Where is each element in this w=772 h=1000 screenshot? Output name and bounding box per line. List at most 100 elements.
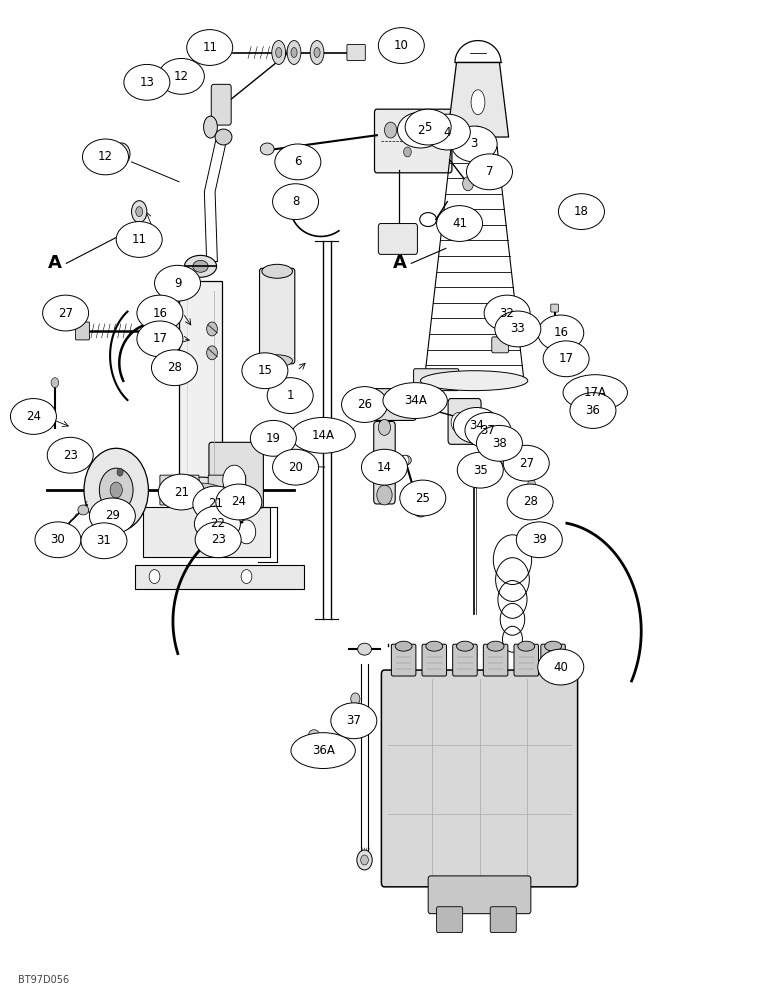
- Ellipse shape: [193, 260, 208, 272]
- Ellipse shape: [117, 222, 162, 257]
- Circle shape: [404, 147, 411, 157]
- Text: 26: 26: [357, 398, 372, 411]
- Circle shape: [237, 520, 256, 544]
- FancyBboxPatch shape: [422, 644, 446, 676]
- Ellipse shape: [267, 378, 313, 413]
- Ellipse shape: [260, 143, 274, 155]
- Circle shape: [223, 465, 245, 495]
- FancyBboxPatch shape: [483, 644, 508, 676]
- Ellipse shape: [195, 506, 240, 542]
- Ellipse shape: [187, 30, 232, 65]
- Ellipse shape: [453, 408, 499, 443]
- Ellipse shape: [193, 486, 239, 522]
- Ellipse shape: [331, 703, 377, 739]
- Text: 41: 41: [452, 217, 467, 230]
- Ellipse shape: [178, 483, 224, 501]
- FancyBboxPatch shape: [496, 318, 503, 330]
- Ellipse shape: [124, 64, 170, 100]
- Text: 37: 37: [480, 424, 496, 437]
- FancyBboxPatch shape: [452, 644, 477, 676]
- Text: 2: 2: [417, 124, 425, 137]
- Circle shape: [55, 525, 66, 539]
- Circle shape: [371, 395, 386, 414]
- Polygon shape: [143, 507, 269, 557]
- Ellipse shape: [516, 522, 562, 558]
- Text: 27: 27: [58, 307, 73, 320]
- FancyBboxPatch shape: [235, 475, 245, 505]
- Ellipse shape: [421, 371, 528, 391]
- Text: 21: 21: [174, 486, 189, 499]
- Text: 17A: 17A: [584, 386, 607, 399]
- Ellipse shape: [185, 255, 217, 277]
- FancyBboxPatch shape: [160, 475, 175, 505]
- Text: 18: 18: [574, 205, 589, 218]
- Ellipse shape: [131, 201, 147, 223]
- Text: 1: 1: [286, 389, 294, 402]
- FancyBboxPatch shape: [391, 644, 416, 676]
- Ellipse shape: [158, 474, 205, 510]
- Ellipse shape: [484, 295, 530, 331]
- Ellipse shape: [405, 109, 451, 145]
- Circle shape: [110, 482, 122, 498]
- Ellipse shape: [137, 321, 183, 357]
- Text: 27: 27: [519, 457, 533, 470]
- FancyBboxPatch shape: [541, 644, 565, 676]
- Ellipse shape: [456, 641, 473, 651]
- Ellipse shape: [361, 449, 408, 485]
- Ellipse shape: [507, 484, 553, 520]
- Text: 9: 9: [174, 277, 181, 290]
- Text: 15: 15: [258, 364, 273, 377]
- Text: 34A: 34A: [404, 394, 427, 407]
- Text: 21: 21: [208, 497, 223, 510]
- Text: 19: 19: [266, 432, 281, 445]
- Ellipse shape: [309, 730, 320, 740]
- Ellipse shape: [168, 477, 233, 507]
- Ellipse shape: [242, 353, 288, 389]
- Text: 11: 11: [202, 41, 217, 54]
- Ellipse shape: [35, 522, 81, 558]
- Ellipse shape: [151, 350, 198, 386]
- Text: A: A: [48, 254, 62, 272]
- Text: 31: 31: [96, 534, 111, 547]
- Circle shape: [100, 468, 133, 512]
- Ellipse shape: [154, 265, 201, 301]
- Ellipse shape: [538, 315, 584, 351]
- Text: A: A: [393, 254, 407, 272]
- Circle shape: [149, 570, 160, 584]
- FancyBboxPatch shape: [363, 389, 417, 420]
- Text: 25: 25: [415, 492, 430, 505]
- Ellipse shape: [451, 126, 497, 162]
- Text: 12: 12: [174, 70, 189, 83]
- Text: 35: 35: [473, 464, 488, 477]
- Ellipse shape: [136, 207, 143, 217]
- Ellipse shape: [273, 449, 319, 485]
- Text: 40: 40: [554, 661, 568, 674]
- Ellipse shape: [476, 425, 523, 461]
- Circle shape: [350, 693, 360, 705]
- FancyBboxPatch shape: [492, 337, 509, 353]
- FancyBboxPatch shape: [374, 109, 452, 173]
- Ellipse shape: [78, 505, 89, 515]
- FancyBboxPatch shape: [381, 670, 577, 887]
- Circle shape: [241, 570, 252, 584]
- Ellipse shape: [399, 455, 411, 465]
- Text: 13: 13: [140, 76, 154, 89]
- Text: 16: 16: [554, 326, 568, 339]
- Circle shape: [384, 122, 397, 138]
- Text: 20: 20: [288, 461, 303, 474]
- Circle shape: [499, 452, 509, 464]
- Text: 24: 24: [26, 410, 41, 423]
- Ellipse shape: [545, 641, 561, 651]
- FancyBboxPatch shape: [374, 421, 395, 504]
- FancyBboxPatch shape: [212, 84, 231, 125]
- Text: 28: 28: [167, 361, 182, 374]
- Circle shape: [528, 479, 536, 489]
- Text: 10: 10: [394, 39, 408, 52]
- Ellipse shape: [158, 58, 205, 94]
- Text: 17: 17: [559, 352, 574, 365]
- Ellipse shape: [291, 48, 297, 57]
- Ellipse shape: [291, 417, 355, 453]
- Text: 22: 22: [210, 517, 225, 530]
- Ellipse shape: [310, 41, 324, 64]
- FancyBboxPatch shape: [490, 907, 516, 933]
